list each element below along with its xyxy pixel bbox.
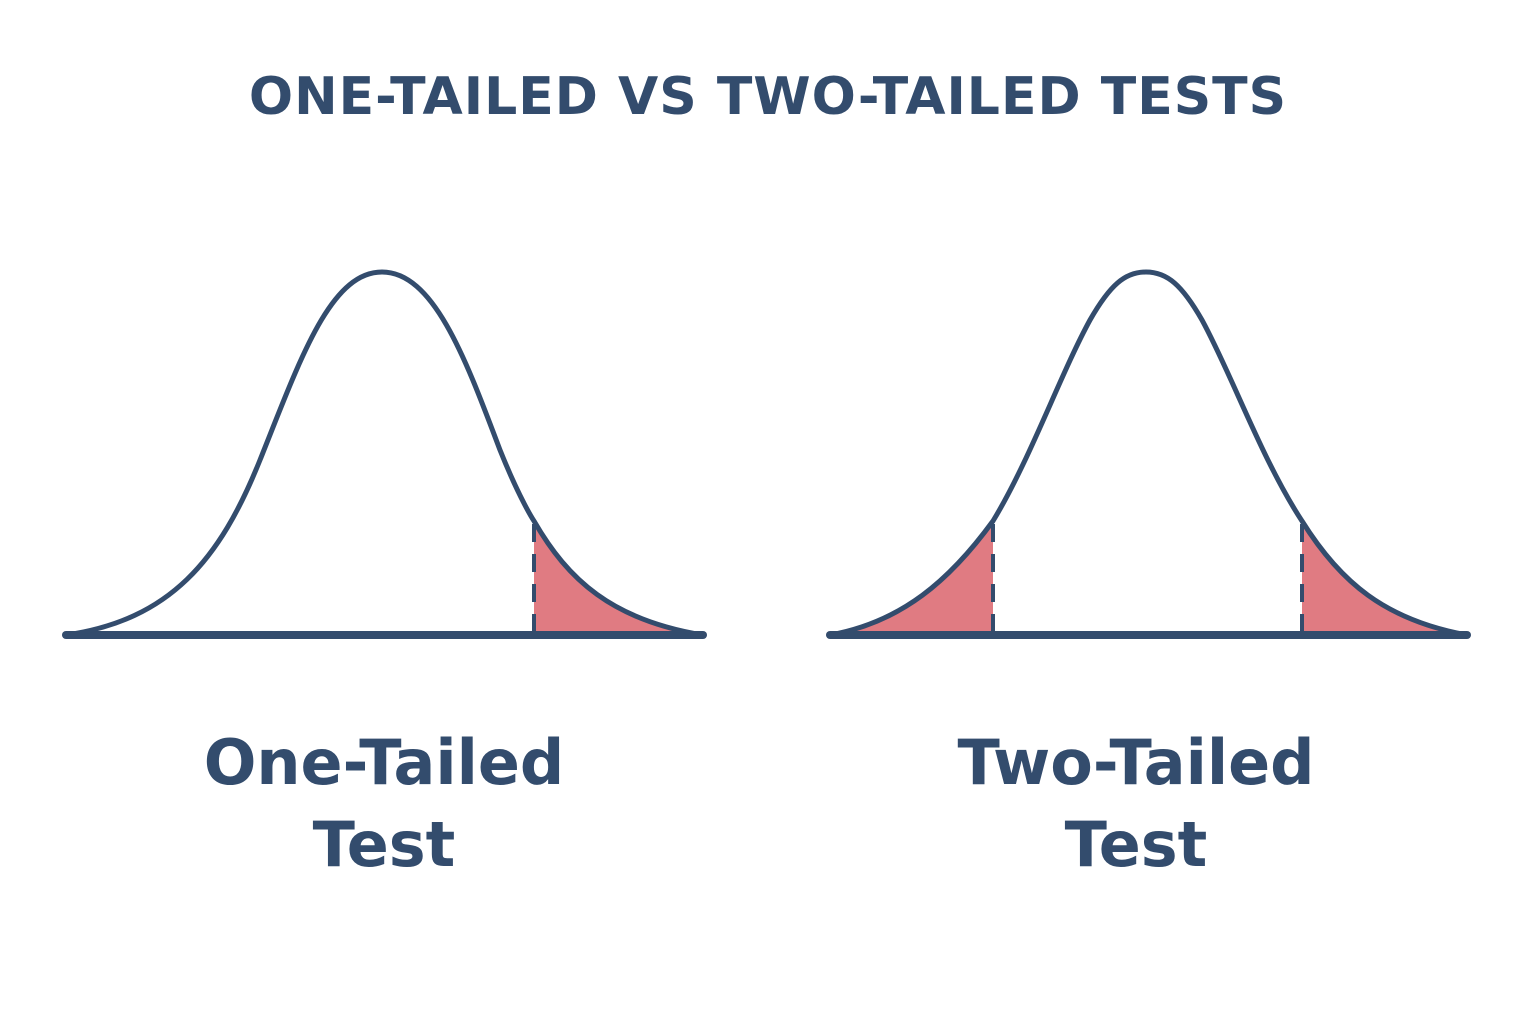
left-rejection-region [830,521,993,635]
normal-curve [827,269,1470,638]
caption-line: One-Tailed [203,726,565,799]
caption-line: Two-Tailed [957,726,1315,799]
right-rejection-region [1302,521,1467,635]
caption-line: Test [312,808,456,881]
right-rejection-region [534,521,703,635]
one-tailed-caption: One-Tailed Test [124,722,644,886]
one-tailed-panel [62,269,707,639]
normal-curve [63,269,706,638]
two-tailed-panel [826,269,1471,639]
two-tailed-caption: Two-Tailed Test [876,722,1396,886]
diagram-title: ONE-TAILED VS TWO-TAILED TESTS [248,67,1288,127]
caption-line: Test [1064,808,1208,881]
